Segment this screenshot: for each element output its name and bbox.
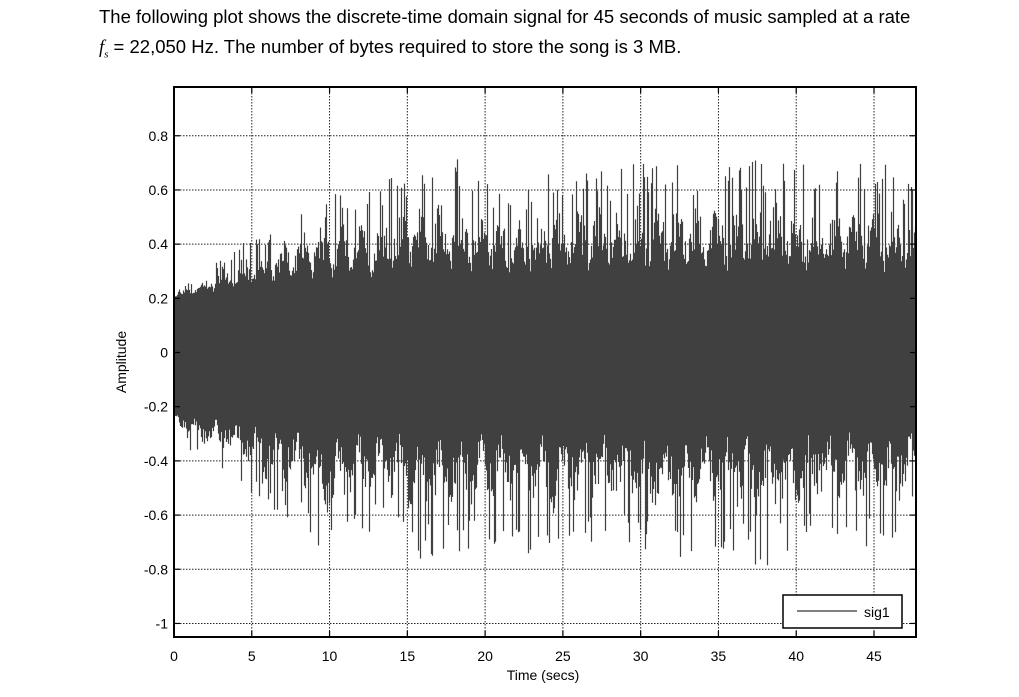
x-tick-label: 15 bbox=[400, 648, 416, 664]
fs-symbol: fs bbox=[99, 38, 109, 61]
y-tick-label: 0.6 bbox=[149, 182, 169, 198]
x-tick-label: 30 bbox=[633, 648, 649, 664]
intro-line-2: fs = 22,050 Hz. The number of bytes requ… bbox=[99, 36, 682, 61]
x-tick-label: 40 bbox=[788, 648, 804, 664]
legend-label-sig1: sig1 bbox=[864, 604, 890, 620]
y-tick-label: -0.8 bbox=[144, 561, 168, 577]
x-tick-label: 35 bbox=[711, 648, 727, 664]
intro-text: The following plot shows the discrete-ti… bbox=[99, 2, 999, 70]
y-tick-label: -1 bbox=[156, 615, 169, 631]
legend: sig1 bbox=[782, 594, 903, 629]
x-tick-label: 10 bbox=[322, 648, 338, 664]
signal-waveform bbox=[173, 159, 917, 566]
y-tick-label: 0.8 bbox=[149, 128, 169, 144]
y-tick-label: -0.4 bbox=[144, 453, 168, 469]
y-tick-label: -0.6 bbox=[144, 507, 168, 523]
x-tick-label: 0 bbox=[170, 648, 178, 664]
x-tick-labels: 0 5 10 15 20 25 30 35 40 45 bbox=[170, 648, 882, 664]
x-tick-label: 20 bbox=[477, 648, 493, 664]
y-tick-labels: 0.8 0.6 0.4 0.2 0 -0.2 -0.4 -0.6 -0.8 -1 bbox=[144, 128, 168, 632]
y-tick-label: 0.4 bbox=[149, 236, 169, 252]
x-tick-label: 5 bbox=[248, 648, 256, 664]
axis-ticks bbox=[173, 87, 916, 637]
y-tick-label: 0 bbox=[160, 345, 168, 361]
intro-line-1: The following plot shows the discrete-ti… bbox=[99, 6, 911, 27]
sig1-path bbox=[173, 159, 917, 566]
x-tick-label: 25 bbox=[555, 648, 571, 664]
y-tick-label: -0.2 bbox=[144, 399, 168, 415]
y-axis-label: Amplitude bbox=[113, 331, 129, 393]
plot-frame bbox=[173, 86, 917, 638]
x-tick-label: 45 bbox=[866, 648, 882, 664]
x-axis-label: Time (secs) bbox=[507, 667, 580, 683]
y-tick-label: 0.2 bbox=[149, 290, 169, 306]
